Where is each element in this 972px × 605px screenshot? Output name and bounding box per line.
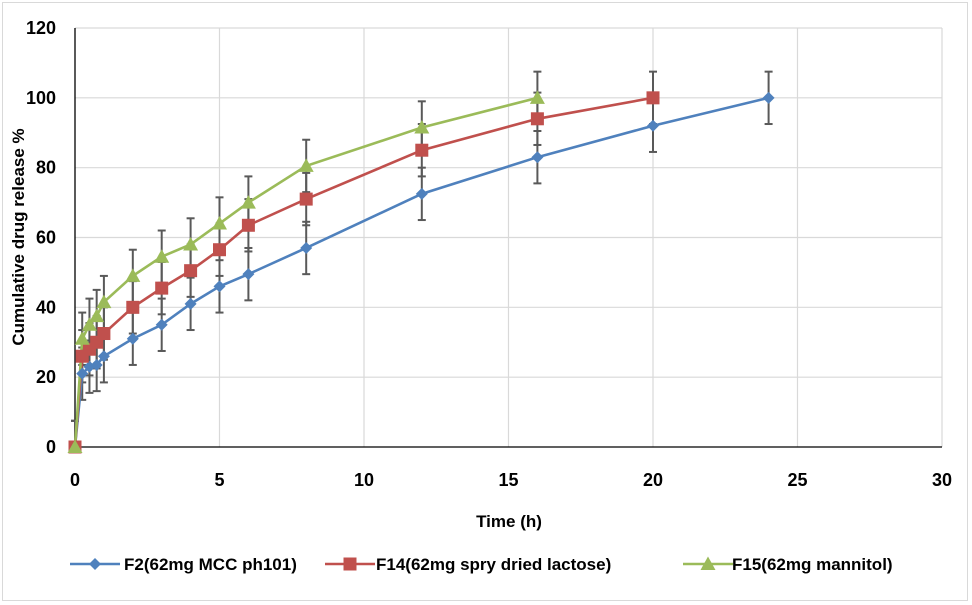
square-marker [646,91,660,105]
x-tick-labels: 0 5 10 15 20 25 30 [70,470,952,490]
x-tick-label: 15 [498,470,518,490]
triangle-marker [298,158,314,172]
diamond-marker [415,187,428,200]
diamond-marker [76,367,89,380]
triangle-marker [529,90,545,104]
square-marker [299,192,313,206]
square-marker [415,143,429,157]
square-marker [97,327,111,341]
legend-label: F2(62mg MCC ph101) [124,555,297,574]
y-tick-label: 100 [26,88,56,108]
x-axis-title: Time (h) [476,512,542,531]
y-tick-label: 40 [36,297,56,317]
diamond-marker [242,268,255,281]
square-marker [530,112,544,126]
axes [74,28,942,448]
triangle-marker [700,556,716,570]
y-tick-labels: 0 20 40 60 80 100 120 [26,18,56,457]
square-marker [213,243,226,257]
x-tick-label: 20 [643,470,663,490]
triangle-marker [414,120,430,134]
diamond-marker [126,332,139,345]
legend-label: F14(62mg spry dried lactose) [376,555,611,574]
diamond-marker [213,280,226,293]
diamond-marker [762,91,775,104]
diamond-marker [97,350,110,363]
diamond-marker [90,358,103,371]
y-tick-label: 20 [36,367,56,387]
triangle-marker [74,331,90,345]
triangle-marker [183,236,199,251]
triangle-marker [89,308,105,323]
triangle-marker [125,268,141,282]
square-marker [241,218,255,232]
y-tick-label: 120 [26,18,56,38]
y-axis-title: Cumulative drug release % [9,128,28,345]
legend: F2(62mg MCC ph101) F14(62mg spry dried la… [70,555,893,574]
y-tick-label: 60 [36,228,56,248]
legend-label: F15(62mg mannitol) [732,555,893,574]
square-marker [184,264,198,278]
diamond-marker [531,151,544,164]
triangle-marker [240,195,256,209]
triangle-marker [67,439,83,453]
triangle-marker [81,317,97,331]
triangle-marker [154,249,170,263]
diamond-marker [89,558,101,570]
x-tick-label: 25 [787,470,807,490]
y-tick-label: 0 [46,437,56,457]
diamond-marker [184,297,197,310]
x-tick-label: 10 [354,470,374,490]
x-tick-label: 0 [70,470,80,490]
x-tick-label: 30 [932,470,952,490]
square-marker [155,281,169,295]
gridlines [75,27,943,447]
y-tick-label: 80 [36,158,56,178]
diamond-marker [155,318,168,331]
diamond-marker [647,119,659,132]
triangle-marker [212,216,227,230]
square-marker [343,557,357,571]
square-marker [126,300,140,314]
x-tick-label: 5 [214,470,224,490]
diamond-marker [300,241,313,254]
series-markers [67,90,775,454]
triangle-marker [96,294,112,309]
